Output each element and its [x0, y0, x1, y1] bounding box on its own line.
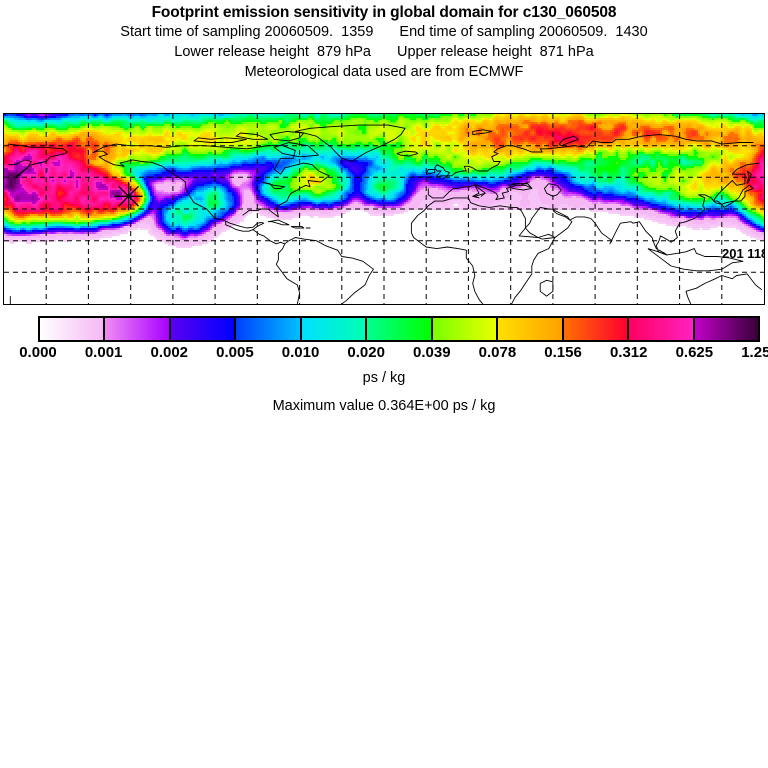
- map-panel: 201 118: [3, 113, 765, 305]
- colorbar-tick-9: 0.312: [609, 344, 648, 361]
- lower-release-height-label: Lower release height 879 hPa: [174, 44, 371, 60]
- colorbar-tick-4: 0.010: [281, 344, 320, 361]
- colorbar-segment-1: [105, 318, 171, 340]
- colorbar-tick-6: 0.039: [413, 344, 451, 361]
- start-time-label: Start time of sampling 20060509. 1359: [120, 24, 374, 40]
- colorbar-gradient-strip: [38, 316, 760, 342]
- colorbar-segment-8: [563, 318, 630, 340]
- colorbar-tick-0: 0.000: [19, 344, 57, 361]
- colorbar-segment-3: [236, 318, 302, 340]
- met-source-label: Meteorological data used are from ECMWF: [244, 64, 524, 80]
- colorbar-unit-label: ps / kg: [362, 370, 406, 386]
- colorbar-tick-7: 0.078: [478, 344, 517, 361]
- colorbar-segment-0: [40, 318, 106, 340]
- sampling-time-row: Start time of sampling 20060509. 1359 En…: [0, 22, 768, 42]
- figure-header: Footprint emission sensitivity in global…: [0, 0, 768, 82]
- met-source-row: Meteorological data used are from ECMWF: [0, 62, 768, 82]
- lat-lon-graticule: [4, 114, 764, 304]
- colorbar-tick-8: 0.156: [544, 344, 582, 361]
- coastline-overlay: [8, 124, 763, 304]
- release-point-star-icon: [114, 182, 143, 211]
- colorbar-segment-9: [629, 318, 695, 340]
- colorbar-tick-5: 0.020: [347, 344, 385, 361]
- colorbar-tick-11: 1.250: [741, 344, 768, 361]
- colorbar-tick-3: 0.005: [216, 344, 254, 361]
- colorbar: [0, 316, 768, 342]
- maximum-value-label: Maximum value 0.364E+00 ps / kg: [272, 398, 496, 414]
- map-overlay-label: 201 118: [722, 246, 764, 261]
- map-canvas-area: 201 118: [4, 114, 764, 304]
- colorbar-segment-2: [170, 318, 237, 340]
- colorbar-segment-4: [301, 318, 368, 340]
- colorbar-segment-6: [432, 318, 499, 340]
- release-height-row: Lower release height 879 hPa Upper relea…: [0, 42, 768, 62]
- colorbar-tick-10: 0.625: [675, 344, 714, 361]
- colorbar-segment-7: [498, 318, 564, 340]
- page-title: Footprint emission sensitivity in global…: [151, 4, 617, 21]
- colorbar-tick-2: 0.002: [150, 344, 189, 361]
- end-time-label: End time of sampling 20060509. 1430: [399, 24, 648, 40]
- colorbar-tick-labels: 0.000 0.001 0.002 0.005 0.010 0.020 0.039 0.078…: [0, 344, 768, 364]
- upper-release-height-label: Upper release height 871 hPa: [397, 44, 594, 60]
- colorbar-tick-1: 0.001: [84, 344, 123, 361]
- colorbar-segment-5: [367, 318, 433, 340]
- colorbar-segment-10: [694, 318, 758, 340]
